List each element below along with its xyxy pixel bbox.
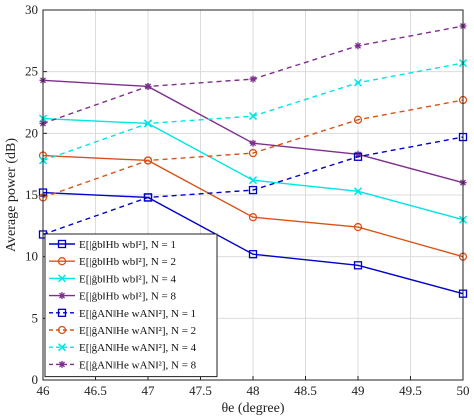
data-point xyxy=(144,82,152,90)
legend-entry: E[|ĝb‖Hb wb‖²], N = 1 xyxy=(49,239,176,251)
legend-box xyxy=(44,233,218,378)
legend-marker xyxy=(57,308,67,317)
legend-label: E[|ĝb‖Hb wb‖²], N = 1 xyxy=(79,239,176,251)
legend-entry: E[|ĝAN‖He wAN‖²], N = 1 xyxy=(49,308,196,320)
legend-marker xyxy=(57,274,67,283)
legend-marker xyxy=(58,360,66,368)
legend-marker xyxy=(58,292,66,300)
data-point xyxy=(353,152,363,161)
data-point xyxy=(248,148,258,158)
x-axis-title: θe (degree) xyxy=(221,401,284,416)
x-tick-label: 46 xyxy=(37,383,51,398)
legend-marker xyxy=(57,239,67,249)
data-point xyxy=(143,193,153,202)
y-tick-label: 20 xyxy=(25,125,38,140)
x-tick-label: 50 xyxy=(457,383,470,398)
legend-marker xyxy=(57,257,67,266)
x-tick-label: 48 xyxy=(247,383,260,398)
data-point xyxy=(143,119,153,128)
data-point xyxy=(353,261,363,270)
legend-label: E[|ĝAN‖He wAN‖²], N = 1 xyxy=(79,308,196,320)
legend-entry: E[|ĝAN‖He wAN‖²], N = 8 xyxy=(49,359,197,371)
legend-label: E[|ĝb‖Hb wb‖²], N = 2 xyxy=(79,256,176,268)
series-line xyxy=(42,154,464,258)
data-point xyxy=(249,139,257,147)
series-line xyxy=(42,136,464,236)
x-tick-label: 46.5 xyxy=(84,383,107,398)
data-point xyxy=(143,156,153,165)
data-point xyxy=(249,75,257,83)
y-tick-label: 0 xyxy=(32,372,39,387)
y-axis-title: Average power (dB) xyxy=(4,138,19,252)
data-point xyxy=(353,78,363,87)
legend-marker xyxy=(57,343,67,352)
x-tick-label: 49.5 xyxy=(399,383,422,398)
axis-ticks: 46 46.5 47 47.5 48 48.5 49 49.5 50 0 5 10 15 20 25 30 xyxy=(25,2,470,398)
legend: E[|ĝb‖Hb wb‖²], N = 1 E[|ĝb‖Hb wb‖²], N =… xyxy=(44,233,218,378)
legend-entry: E[|ĝAN‖He wAN‖²], N = 2 xyxy=(49,325,196,337)
data-point xyxy=(248,185,258,195)
x-tick-label: 47 xyxy=(142,383,156,398)
legend-entry: E[|ĝb‖Hb wb‖²], N = 8 xyxy=(49,291,177,303)
data-point xyxy=(353,115,363,124)
series-lines xyxy=(38,22,468,298)
x-tick-label: 48.5 xyxy=(294,383,317,398)
data-point xyxy=(248,250,258,259)
data-point xyxy=(248,112,258,121)
legend-entry: E[|ĝb‖Hb wb‖²], N = 2 xyxy=(49,256,176,268)
legend-label: E[|ĝAN‖He wAN‖²], N = 2 xyxy=(79,325,196,337)
legend-label: E[|ĝAN‖He wAN‖²], N = 4 xyxy=(79,342,197,354)
y-tick-label: 5 xyxy=(32,310,39,325)
legend-label: E[|ĝb‖Hb wb‖²], N = 8 xyxy=(79,291,177,303)
x-tick-label: 49 xyxy=(352,383,365,398)
data-point xyxy=(353,187,363,196)
y-tick-label: 15 xyxy=(25,187,38,202)
data-point xyxy=(354,150,362,158)
data-point xyxy=(248,213,258,222)
legend-entry: E[|ĝAN‖He wAN‖²], N = 4 xyxy=(49,342,197,354)
y-tick-label: 25 xyxy=(25,64,38,79)
y-tick-label: 30 xyxy=(25,2,38,17)
series-7 xyxy=(38,59,468,165)
y-tick-label: 10 xyxy=(25,249,38,264)
legend-label: E[|ĝAN‖He wAN‖²], N = 8 xyxy=(79,359,197,371)
series-line xyxy=(42,191,464,295)
series-line xyxy=(42,99,464,199)
data-point xyxy=(353,222,363,232)
legend-label: E[|ĝb‖Hb wb‖²], N = 4 xyxy=(79,273,177,285)
data-point xyxy=(248,176,258,185)
x-tick-label: 47.5 xyxy=(189,383,212,398)
legend-marker xyxy=(57,325,67,335)
legend-entry: E[|ĝb‖Hb wb‖²], N = 4 xyxy=(49,273,177,285)
data-point xyxy=(354,42,362,50)
